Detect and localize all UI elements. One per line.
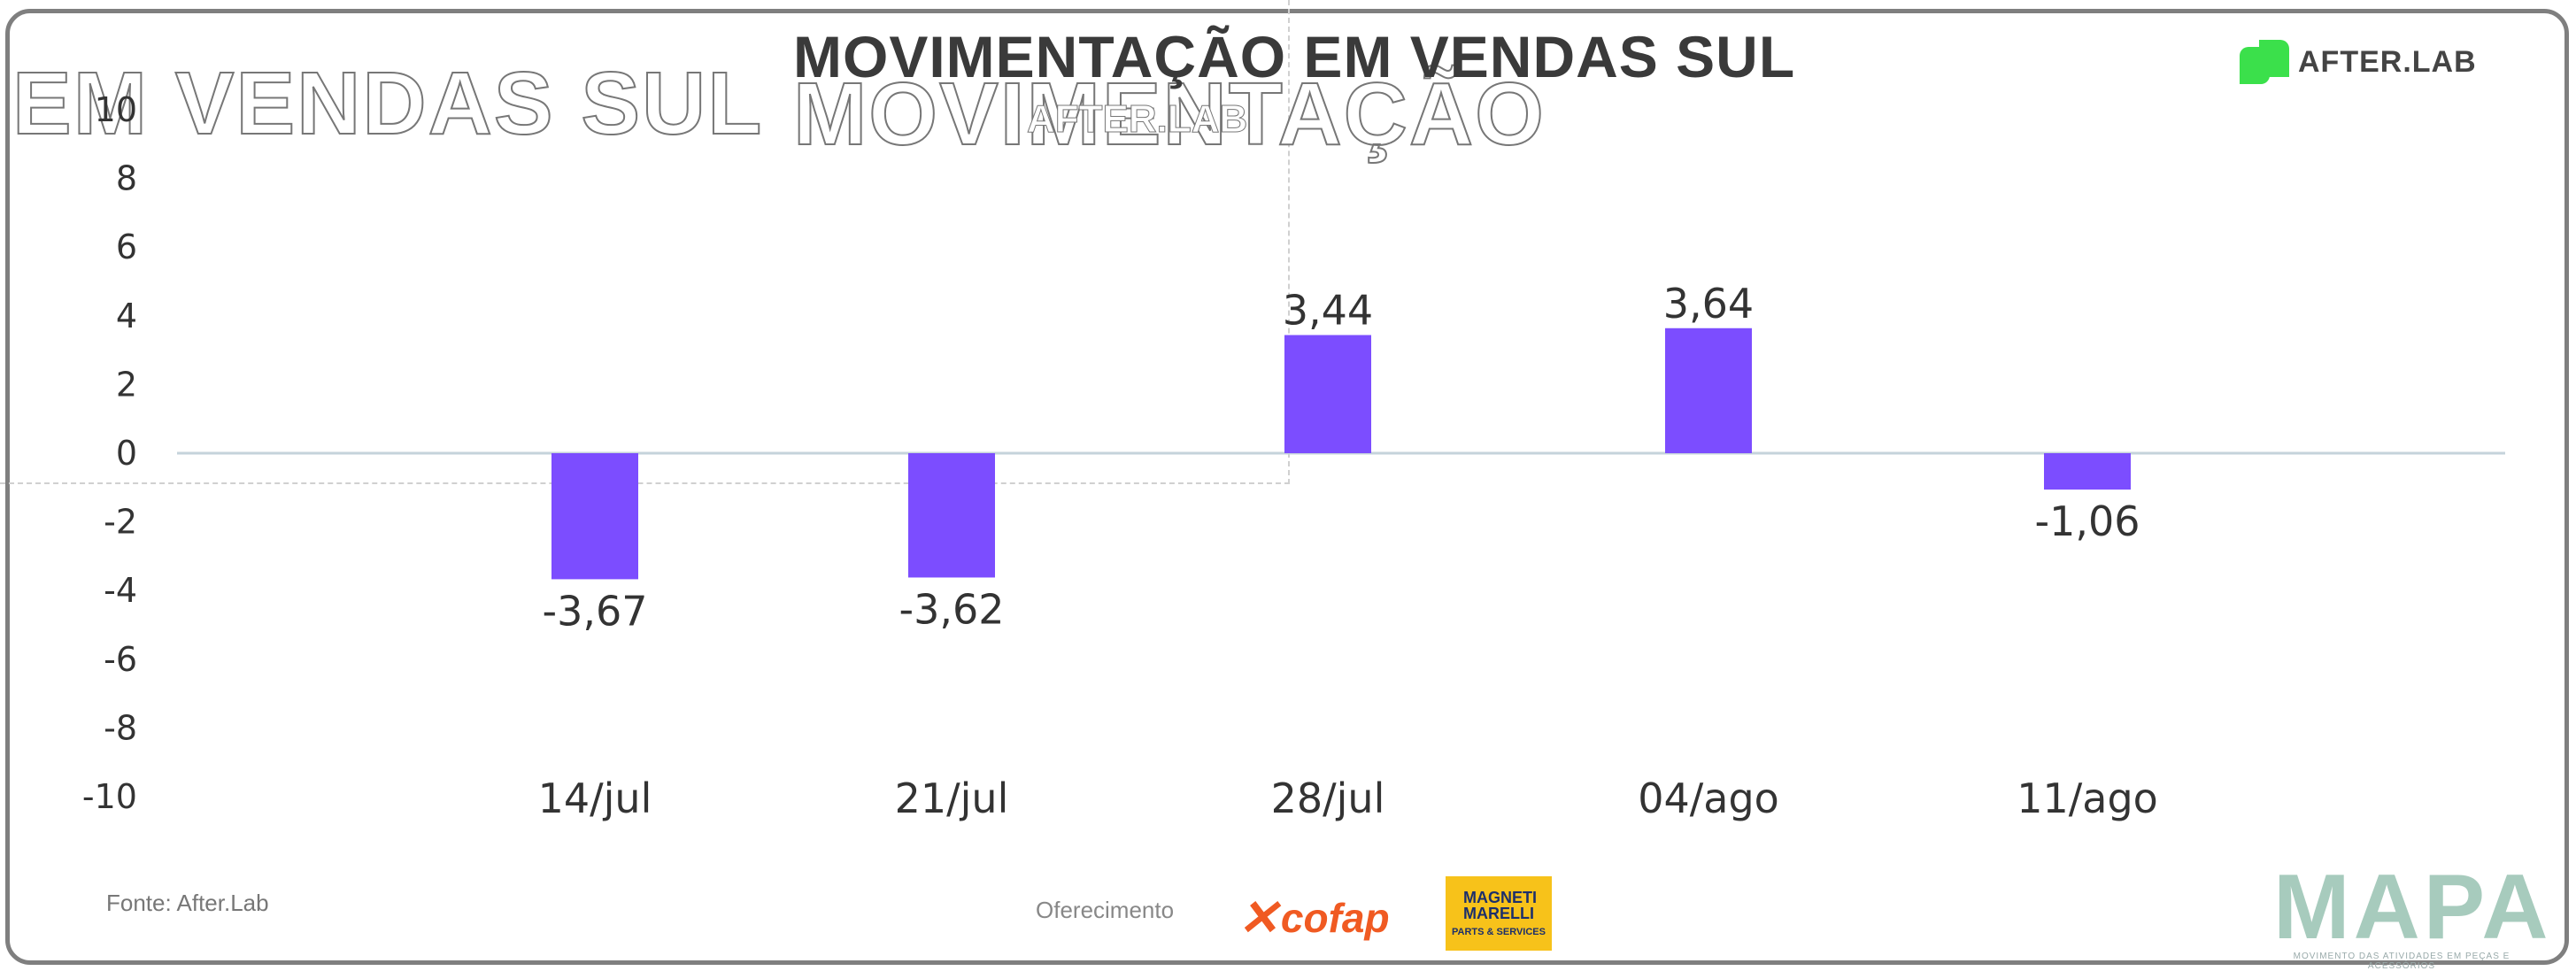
cofap-logo: ✕ cofap xyxy=(1238,889,1390,947)
source-note: Fonte: After.Lab xyxy=(106,890,269,916)
bars xyxy=(551,328,2131,580)
data-label: 3,64 xyxy=(1663,280,1754,328)
x-tick-label: 04/ago xyxy=(1638,774,1779,822)
mapa-name: MAPA xyxy=(2273,856,2552,959)
y-tick-label: 4 xyxy=(116,297,137,335)
magneti-marelli-sub: PARTS & SERVICES xyxy=(1452,927,1546,937)
cofap-name: cofap xyxy=(1280,895,1390,941)
sponsor-label: Oferecimento xyxy=(1036,897,1175,923)
data-labels: -3,67 -3,62 3,44 3,64 -1,06 xyxy=(542,280,2140,636)
y-tick-label: -10 xyxy=(82,777,137,816)
brand-name: AFTER.LAB xyxy=(2298,44,2477,79)
y-tick-label: -8 xyxy=(104,708,137,747)
ghost-brand: AFTER.LAB xyxy=(1026,97,1248,142)
data-label: 3,44 xyxy=(1283,287,1373,335)
y-tick-label: -6 xyxy=(104,640,137,679)
mapa-logo: MAPA MOVIMENTO DAS ATIVIDADES EM PEÇAS E… xyxy=(2273,856,2552,971)
magneti-marelli-name: MAGNETI MARELLI xyxy=(1463,889,1537,922)
y-tick-label: -4 xyxy=(104,571,137,610)
x-tick-label: 14/jul xyxy=(538,774,652,822)
x-tick-label: 11/ago xyxy=(2017,774,2158,822)
data-label: -1,06 xyxy=(2034,497,2140,545)
bar xyxy=(1665,328,1752,453)
bar xyxy=(908,453,995,578)
y-tick-label: 2 xyxy=(116,365,137,404)
y-tick-label: 6 xyxy=(116,227,137,266)
after-lab-mark-icon xyxy=(2240,40,2289,84)
x-axis-labels: 14/jul 21/jul 28/jul 04/ago 11/ago xyxy=(538,774,2158,822)
y-axis-ticks: 10 8 6 4 2 0 -2 -4 -6 -8 -10 xyxy=(82,90,137,816)
magneti-marelli-logo: MAGNETI MARELLI PARTS & SERVICES xyxy=(1446,876,1552,951)
after-lab-logo: AFTER.LAB xyxy=(2240,37,2477,87)
chart-frame xyxy=(5,9,2569,965)
ghost-title-mid: MOVIMENTAÇÃO xyxy=(792,64,1546,165)
data-label: -3,62 xyxy=(899,585,1004,633)
y-tick-label: 0 xyxy=(116,434,137,473)
y-tick-label: -2 xyxy=(104,503,137,542)
cofap-x-icon: ✕ xyxy=(1238,890,1279,945)
y-tick-label: 8 xyxy=(116,159,137,198)
ghost-title-left: EM VENDAS SUL xyxy=(12,53,764,154)
bar xyxy=(1284,335,1371,453)
data-label: -3,67 xyxy=(542,587,647,635)
x-tick-label: 21/jul xyxy=(895,774,1009,822)
bar xyxy=(2044,453,2131,490)
x-tick-label: 28/jul xyxy=(1271,774,1385,822)
mapa-tagline: MOVIMENTO DAS ATIVIDADES EM PEÇAS E ACES… xyxy=(2293,952,2510,971)
bar xyxy=(551,453,638,580)
y-tick-label: 10 xyxy=(95,90,137,129)
chart-title: MOVIMENTAÇÃO EM VENDAS SUL xyxy=(793,24,1796,89)
